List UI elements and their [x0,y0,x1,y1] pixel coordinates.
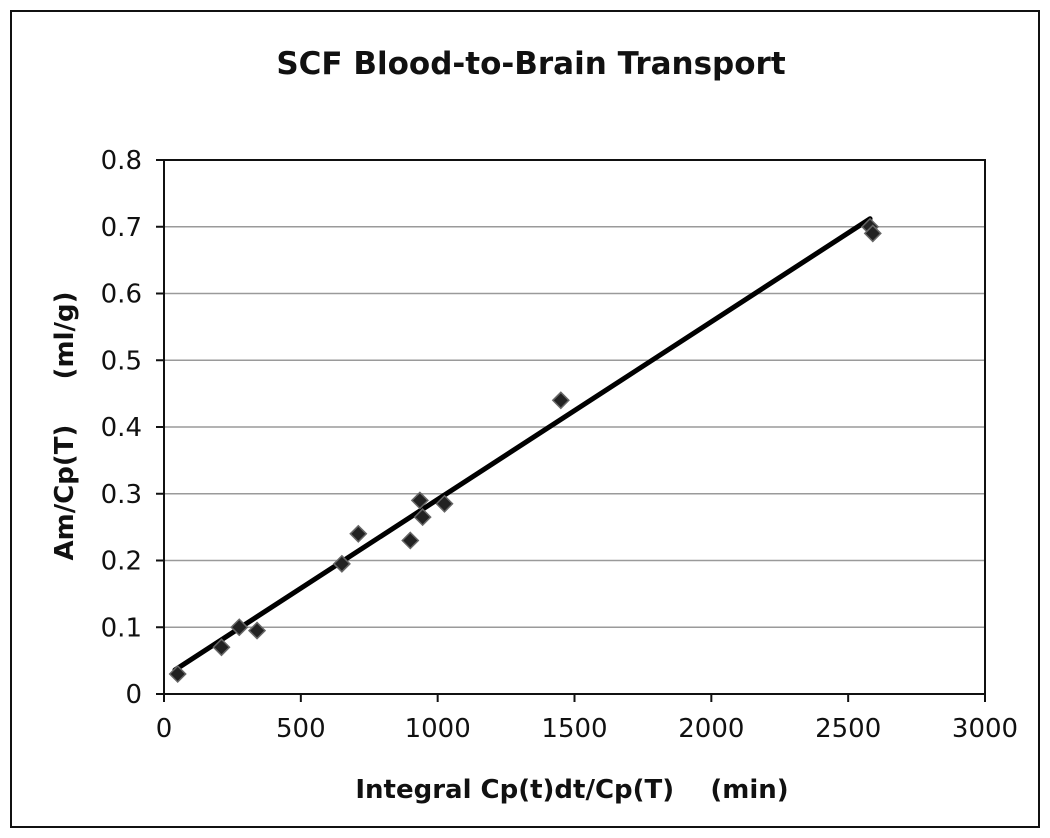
data-point-marker [410,491,429,510]
x-tick-label: 1500 [541,714,607,744]
linear-trendline [172,216,873,673]
x-tick-label: 3000 [952,714,1018,744]
data-points [168,217,882,684]
x-tick-label: 500 [276,714,326,744]
data-point-marker [212,638,231,657]
data-point-marker [349,524,368,543]
x-tick-label: 0 [156,714,173,744]
data-point-marker [247,621,267,640]
y-tick-label: 0.1 [101,613,142,643]
data-point-marker [401,531,420,550]
x-tick-label: 1000 [405,714,471,744]
data-point-marker [435,494,454,513]
chart-title: SCF Blood-to-Brain Transport [276,46,786,82]
gridlines [164,159,985,628]
y-tick-label: 0.7 [101,213,142,243]
y-tick-label: 0.3 [101,480,142,510]
data-point-marker [168,664,187,684]
data-point-marker [863,224,882,243]
y-axis-ticks: 0 0.1 0.2 0.3 0.4 0.5 0.6 0.7 0.8 [101,146,164,710]
y-tick-label: 0.4 [101,413,142,443]
data-point-marker [230,618,249,637]
x-tick-label: 2500 [815,714,881,744]
data-point-marker [551,391,570,410]
data-point-marker [413,508,432,527]
data-point-marker [332,554,351,573]
x-axis-ticks: 0 500 1000 1500 2000 2500 3000 [156,694,1018,744]
y-tick-label: 0.2 [101,547,142,577]
y-tick-label: 0.8 [101,146,142,176]
y-tick-label: 0 [125,680,142,710]
x-tick-label: 2000 [678,714,744,744]
x-axis-title: Integral Cp(t)dt/Cp(T) (min) [355,775,788,805]
y-tick-label: 0.5 [101,346,142,376]
chart-frame [10,10,1040,828]
y-axis-title: Am/Cp(T) (ml/g) [50,291,80,560]
plot-area: 0 500 1000 1500 2000 2500 3000 0 0.1 0.2 0.3 0.4 0.… [101,146,1018,744]
y-tick-label: 0.6 [101,280,142,310]
